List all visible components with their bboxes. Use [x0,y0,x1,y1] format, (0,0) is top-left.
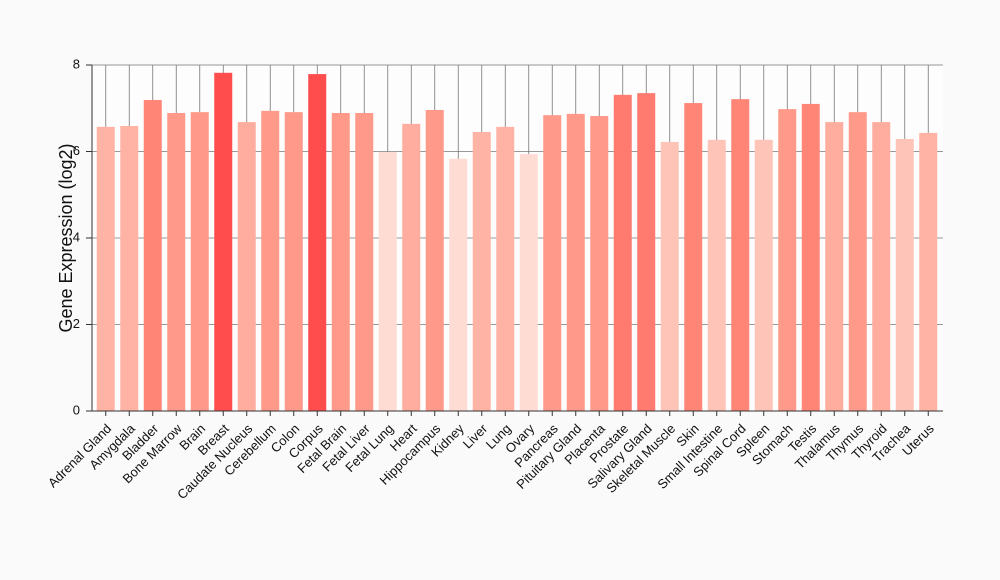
y-tick-label: 0 [73,402,80,417]
bar [96,126,115,411]
bar [472,132,491,411]
bar [637,93,656,412]
bar [237,122,256,411]
y-tick-label: 8 [73,56,80,71]
bar [402,123,421,411]
bar [519,154,538,411]
bar [731,99,750,411]
bar [496,126,515,411]
bar [754,139,773,411]
y-axis-label: Gene Expression (log2) [56,143,76,332]
bar [919,132,938,411]
bar [613,94,632,411]
bar [848,112,867,411]
bar [167,113,186,411]
bar [801,103,820,412]
bar [425,109,444,411]
bar [872,122,891,411]
y-tick-label: 2 [73,316,80,331]
x-tick-label: Liver [460,420,491,451]
y-tick-label: 6 [73,143,80,158]
bar [895,138,914,411]
bar [707,139,726,411]
bar [190,112,209,411]
bar [284,112,303,411]
bar [120,125,139,412]
bar [308,74,327,412]
bar [378,151,397,411]
bar [355,113,374,411]
bar [566,113,585,411]
bar [684,103,703,411]
bar [543,115,562,412]
bar [331,113,350,411]
bar [590,116,609,411]
bar [825,122,844,411]
bar [214,72,233,411]
bar [778,109,797,412]
y-tick-label: 4 [73,229,80,244]
bar [449,158,468,411]
bar [261,110,280,411]
bar [660,141,679,412]
bar [143,100,162,411]
